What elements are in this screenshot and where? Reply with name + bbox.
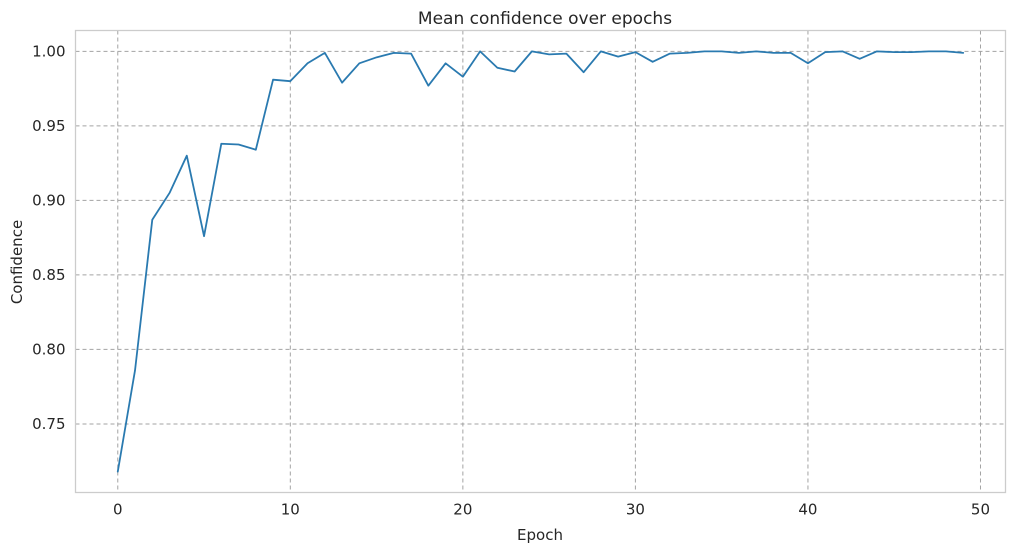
x-tick-label: 10 (281, 501, 300, 519)
y-tick-label: 1.00 (32, 42, 65, 60)
x-axis-label: Epoch (517, 526, 563, 544)
y-tick-label: 0.90 (32, 191, 65, 209)
x-tick-label: 20 (453, 501, 472, 519)
x-tick-label: 50 (971, 501, 990, 519)
confidence-line (116, 50, 965, 473)
plot-frame (74, 29, 1007, 494)
chart-title: Mean confidence over epochs (418, 9, 672, 29)
y-axis-label: Confidence (8, 220, 26, 304)
y-tick-label: 0.85 (32, 266, 65, 284)
y-tick-label: 0.75 (32, 415, 65, 433)
y-tick-label: 0.80 (32, 340, 65, 358)
y-axis-ticks: 0.75 0.80 0.85 0.90 0.95 1.00 (32, 42, 65, 433)
x-axis-ticks: 0 10 20 30 40 50 (113, 501, 990, 519)
x-tick-label: 0 (113, 501, 123, 519)
series-layer (116, 50, 965, 473)
x-tick-label: 30 (626, 501, 645, 519)
y-tick-label: 0.95 (32, 117, 65, 135)
x-tick-label: 40 (798, 501, 817, 519)
grid (75, 30, 1006, 493)
